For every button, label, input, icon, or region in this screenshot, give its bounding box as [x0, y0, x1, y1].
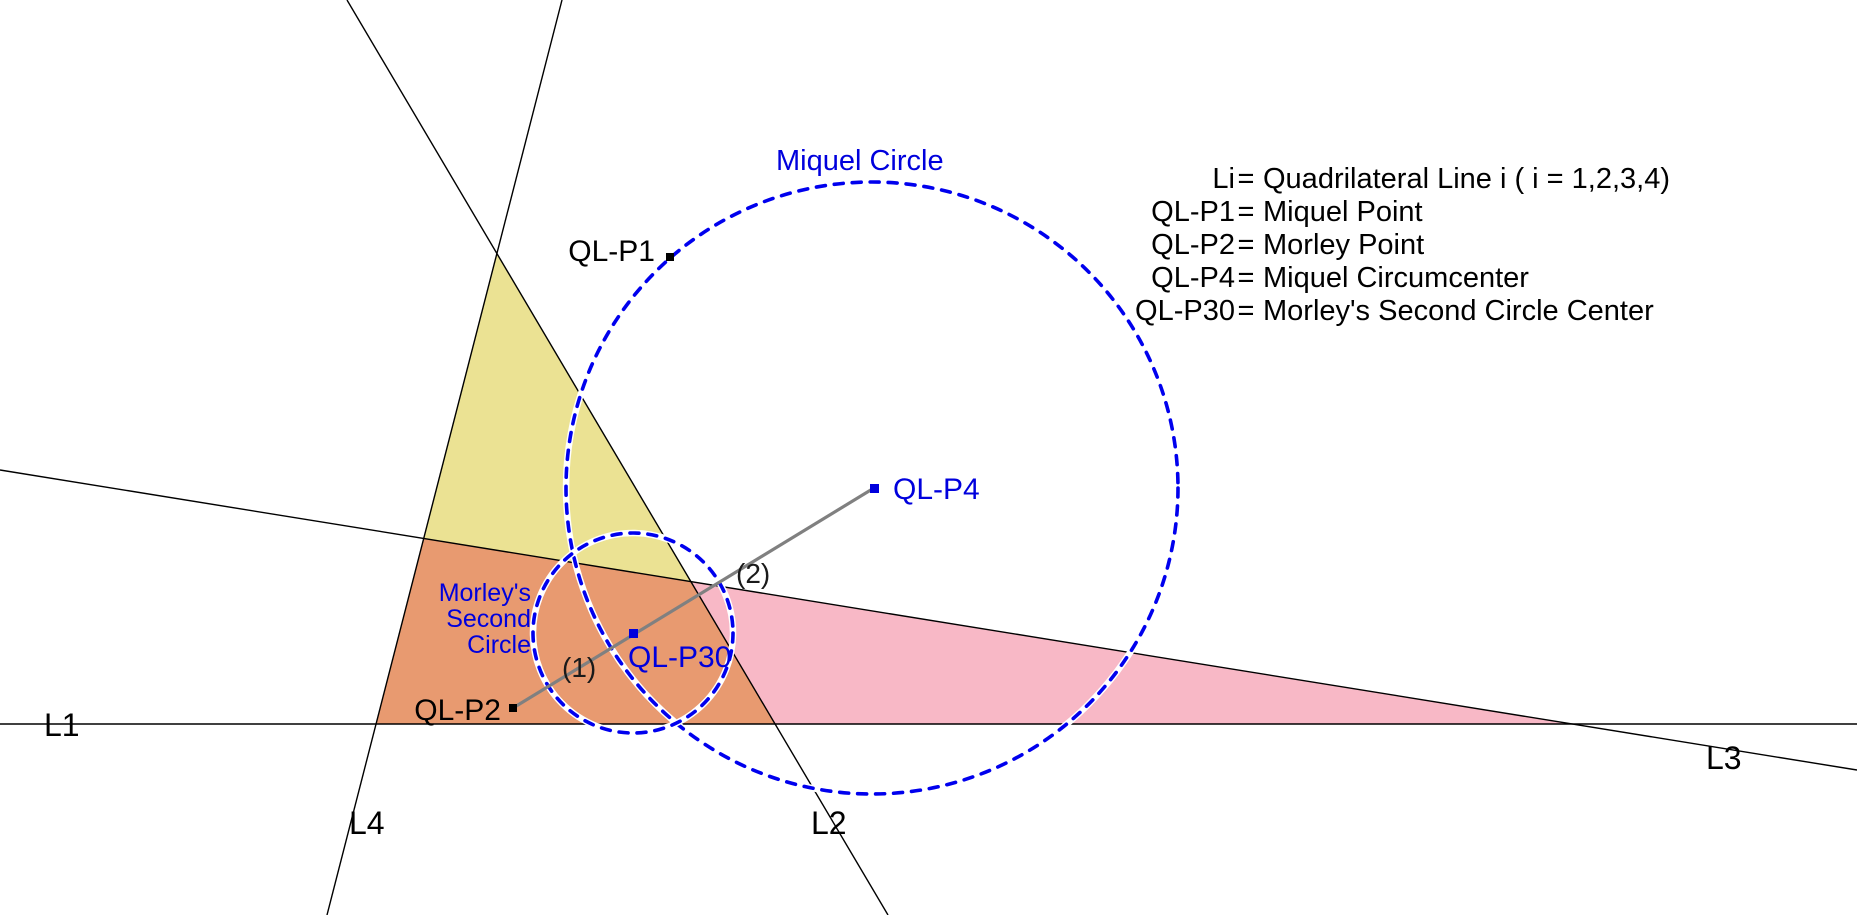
legend-name-qlp30: QL-P30	[1135, 295, 1235, 327]
morleys-second-circle	[531, 531, 735, 735]
legend-desc-qlp1: Miquel Point	[1263, 196, 1423, 228]
point-ql-p2	[509, 704, 517, 712]
morleys-second-circle-label-line3: Circle	[467, 631, 531, 659]
line-l3	[0, 469, 1857, 771]
line-l2	[346, 0, 889, 915]
legend-eq: =	[1237, 196, 1255, 228]
legend-eq: =	[1237, 262, 1255, 294]
legend-eq: =	[1237, 295, 1255, 327]
orange-quad-region	[376, 538, 775, 724]
legend-name-qlp1: QL-P1	[1151, 196, 1235, 228]
legend-name-qlp4: QL-P4	[1151, 262, 1235, 294]
legend-name-li: Li	[1212, 163, 1235, 195]
l4-label: L4	[349, 805, 385, 841]
ql-p1-label: QL-P1	[568, 235, 655, 268]
l3-label: L3	[1706, 740, 1742, 776]
legend-desc-qlp30: Morley's Second Circle Center	[1263, 295, 1654, 327]
miquel-circle	[564, 180, 1180, 796]
l2-label: L2	[811, 805, 847, 841]
p2-p4-segment	[512, 486, 875, 710]
legend-desc-qlp4: Miquel Circumcenter	[1263, 262, 1529, 294]
point-ql-p30	[629, 629, 638, 638]
morleys-second-circle-label-line1: Morley's	[439, 579, 531, 607]
legend-desc-li: Quadrilateral Line i ( i = 1,2,3,4)	[1263, 163, 1671, 195]
point-ql-p1	[666, 253, 674, 261]
miquel-circle-label: Miquel Circle	[776, 145, 944, 177]
legend: Li = Quadrilateral Line i ( i = 1,2,3,4)…	[1045, 163, 1670, 328]
legend-desc-qlp2: Morley Point	[1263, 229, 1425, 261]
ql-p4-label: QL-P4	[893, 473, 980, 506]
legend-eq: =	[1237, 163, 1255, 195]
legend-name-qlp2: QL-P2	[1151, 229, 1235, 261]
ql-p2-label: QL-P2	[414, 694, 501, 727]
legend-eq: =	[1237, 229, 1255, 261]
yellow-triangle-region	[424, 253, 691, 582]
line-l4	[326, 0, 563, 915]
segment-1-label: (1)	[562, 652, 596, 683]
point-ql-p4	[870, 484, 879, 493]
morleys-second-circle-label-line2: Second	[446, 605, 531, 633]
l1-label: L1	[44, 707, 80, 743]
ql-p30-label: QL-P30	[628, 641, 731, 674]
segment-2-label: (2)	[736, 558, 770, 589]
